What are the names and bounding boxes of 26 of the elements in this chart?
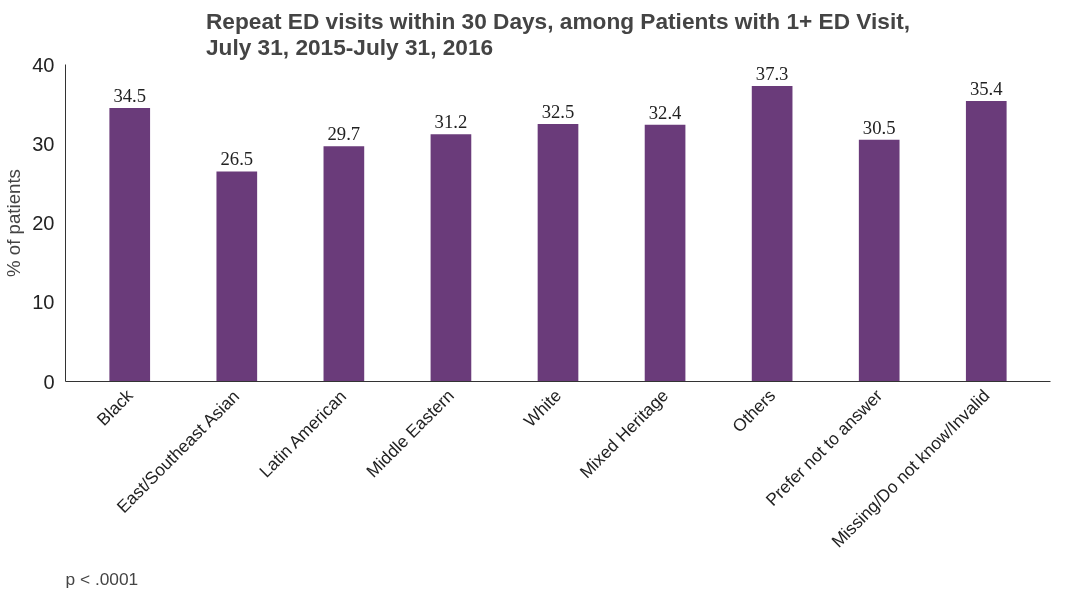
data-label: 35.4 (969, 77, 1004, 99)
bar (858, 139, 900, 382)
bar (751, 85, 793, 382)
bar (537, 123, 579, 382)
bar (644, 124, 686, 382)
data-label: 32.5 (541, 100, 575, 122)
data-label: 29.7 (327, 123, 361, 145)
y-tick-label: 10 (32, 291, 55, 314)
y-axis-title: % of patients (3, 169, 25, 277)
bar (965, 100, 1007, 382)
data-label: 31.2 (434, 111, 468, 133)
data-label: 37.3 (755, 62, 789, 84)
y-tick-label: 20 (32, 212, 55, 234)
y-tick-label: 30 (32, 132, 55, 155)
bar (109, 108, 151, 382)
bar (430, 134, 472, 382)
bar (216, 171, 258, 382)
text: p < .0001 (65, 568, 139, 589)
y-tick-label: 40 (32, 53, 55, 76)
data-label: 32.4 (648, 101, 683, 123)
data-label: 26.5 (220, 148, 254, 170)
data-label: 30.5 (862, 116, 896, 138)
data-label: 34.5 (113, 85, 147, 107)
y-tick-label: 0 (43, 370, 55, 393)
chart-title: Repeat ED visits within 30 Days, among Patients with 1+ ED Visit, July 31, 2015-July 31, 2016 (205, 7, 911, 60)
bar (323, 146, 365, 382)
